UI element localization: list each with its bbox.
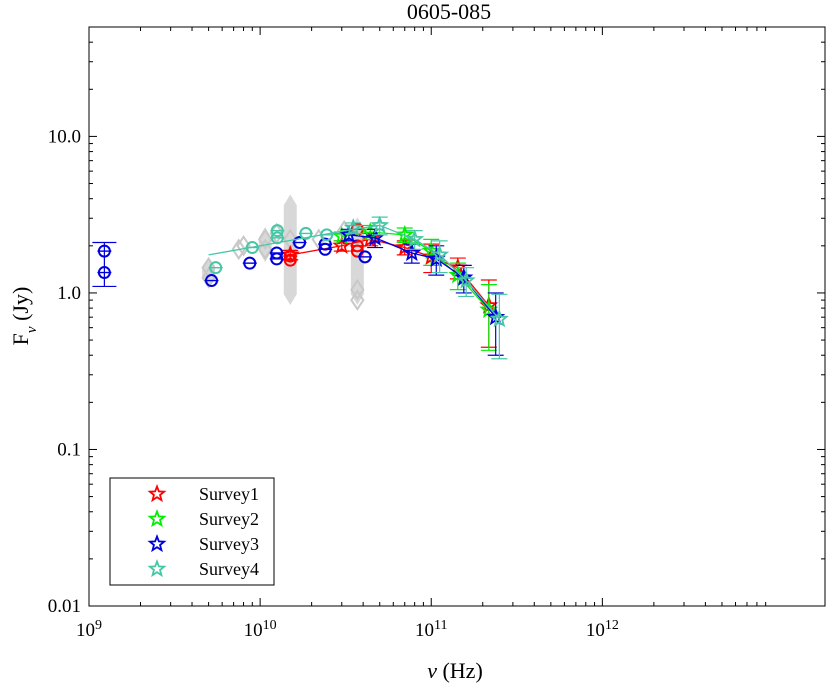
history-point: [257, 228, 273, 251]
data-point-star: [430, 244, 450, 263]
y-tick-label: 0.1: [57, 439, 81, 460]
legend-label-survey3: Survey3: [199, 534, 259, 554]
legend-label-survey2: Survey2: [199, 509, 259, 529]
x-tick-label: 1011: [415, 618, 447, 642]
legend-marker-survey1: [147, 483, 167, 503]
legend-box: [109, 477, 275, 586]
series-survey3: [92, 224, 506, 356]
x-tick-label: 109: [76, 618, 102, 642]
history-point: [236, 235, 251, 257]
data-point-star: [402, 242, 422, 262]
data-point-star: [489, 309, 509, 328]
history-point: [231, 238, 246, 261]
history-point: [350, 289, 365, 311]
legend-marker-survey4: [147, 558, 167, 578]
series-layer: [92, 215, 509, 360]
chart-title: 0605-085: [407, 0, 491, 24]
history-point: [350, 278, 365, 301]
plot-frame: [88, 26, 826, 607]
legend: Survey1 Survey2 Survey3 Survey4: [109, 477, 275, 586]
y-tick-label: 10.0: [48, 126, 81, 147]
x-tick-label: 1012: [586, 618, 619, 642]
data-point-star: [343, 217, 363, 237]
data-point-star: [370, 215, 390, 234]
legend-label-survey1: Survey1: [199, 484, 259, 504]
legend-marker-survey3: [147, 533, 167, 553]
data-point-star: [456, 270, 476, 289]
legend-label-survey4: Survey4: [199, 559, 259, 579]
x-tick-label: 1010: [244, 618, 277, 642]
y-axis-label: Fν (Jy): [8, 287, 40, 346]
history-point: [257, 238, 273, 261]
data-point-star: [395, 224, 415, 243]
axis-layer: 109 1010 1011 1012 0.01 0.1 1.0 10.0: [48, 27, 825, 641]
y-tick-label: 1.0: [57, 283, 81, 304]
legend-marker-survey2: [147, 508, 167, 528]
data-point-star: [479, 299, 499, 318]
series-survey4: [208, 215, 509, 360]
x-axis-label: ν (Hz): [427, 658, 483, 683]
y-tick-label: 0.01: [48, 596, 81, 617]
data-point-star: [280, 244, 300, 263]
data-point-star: [405, 229, 425, 248]
